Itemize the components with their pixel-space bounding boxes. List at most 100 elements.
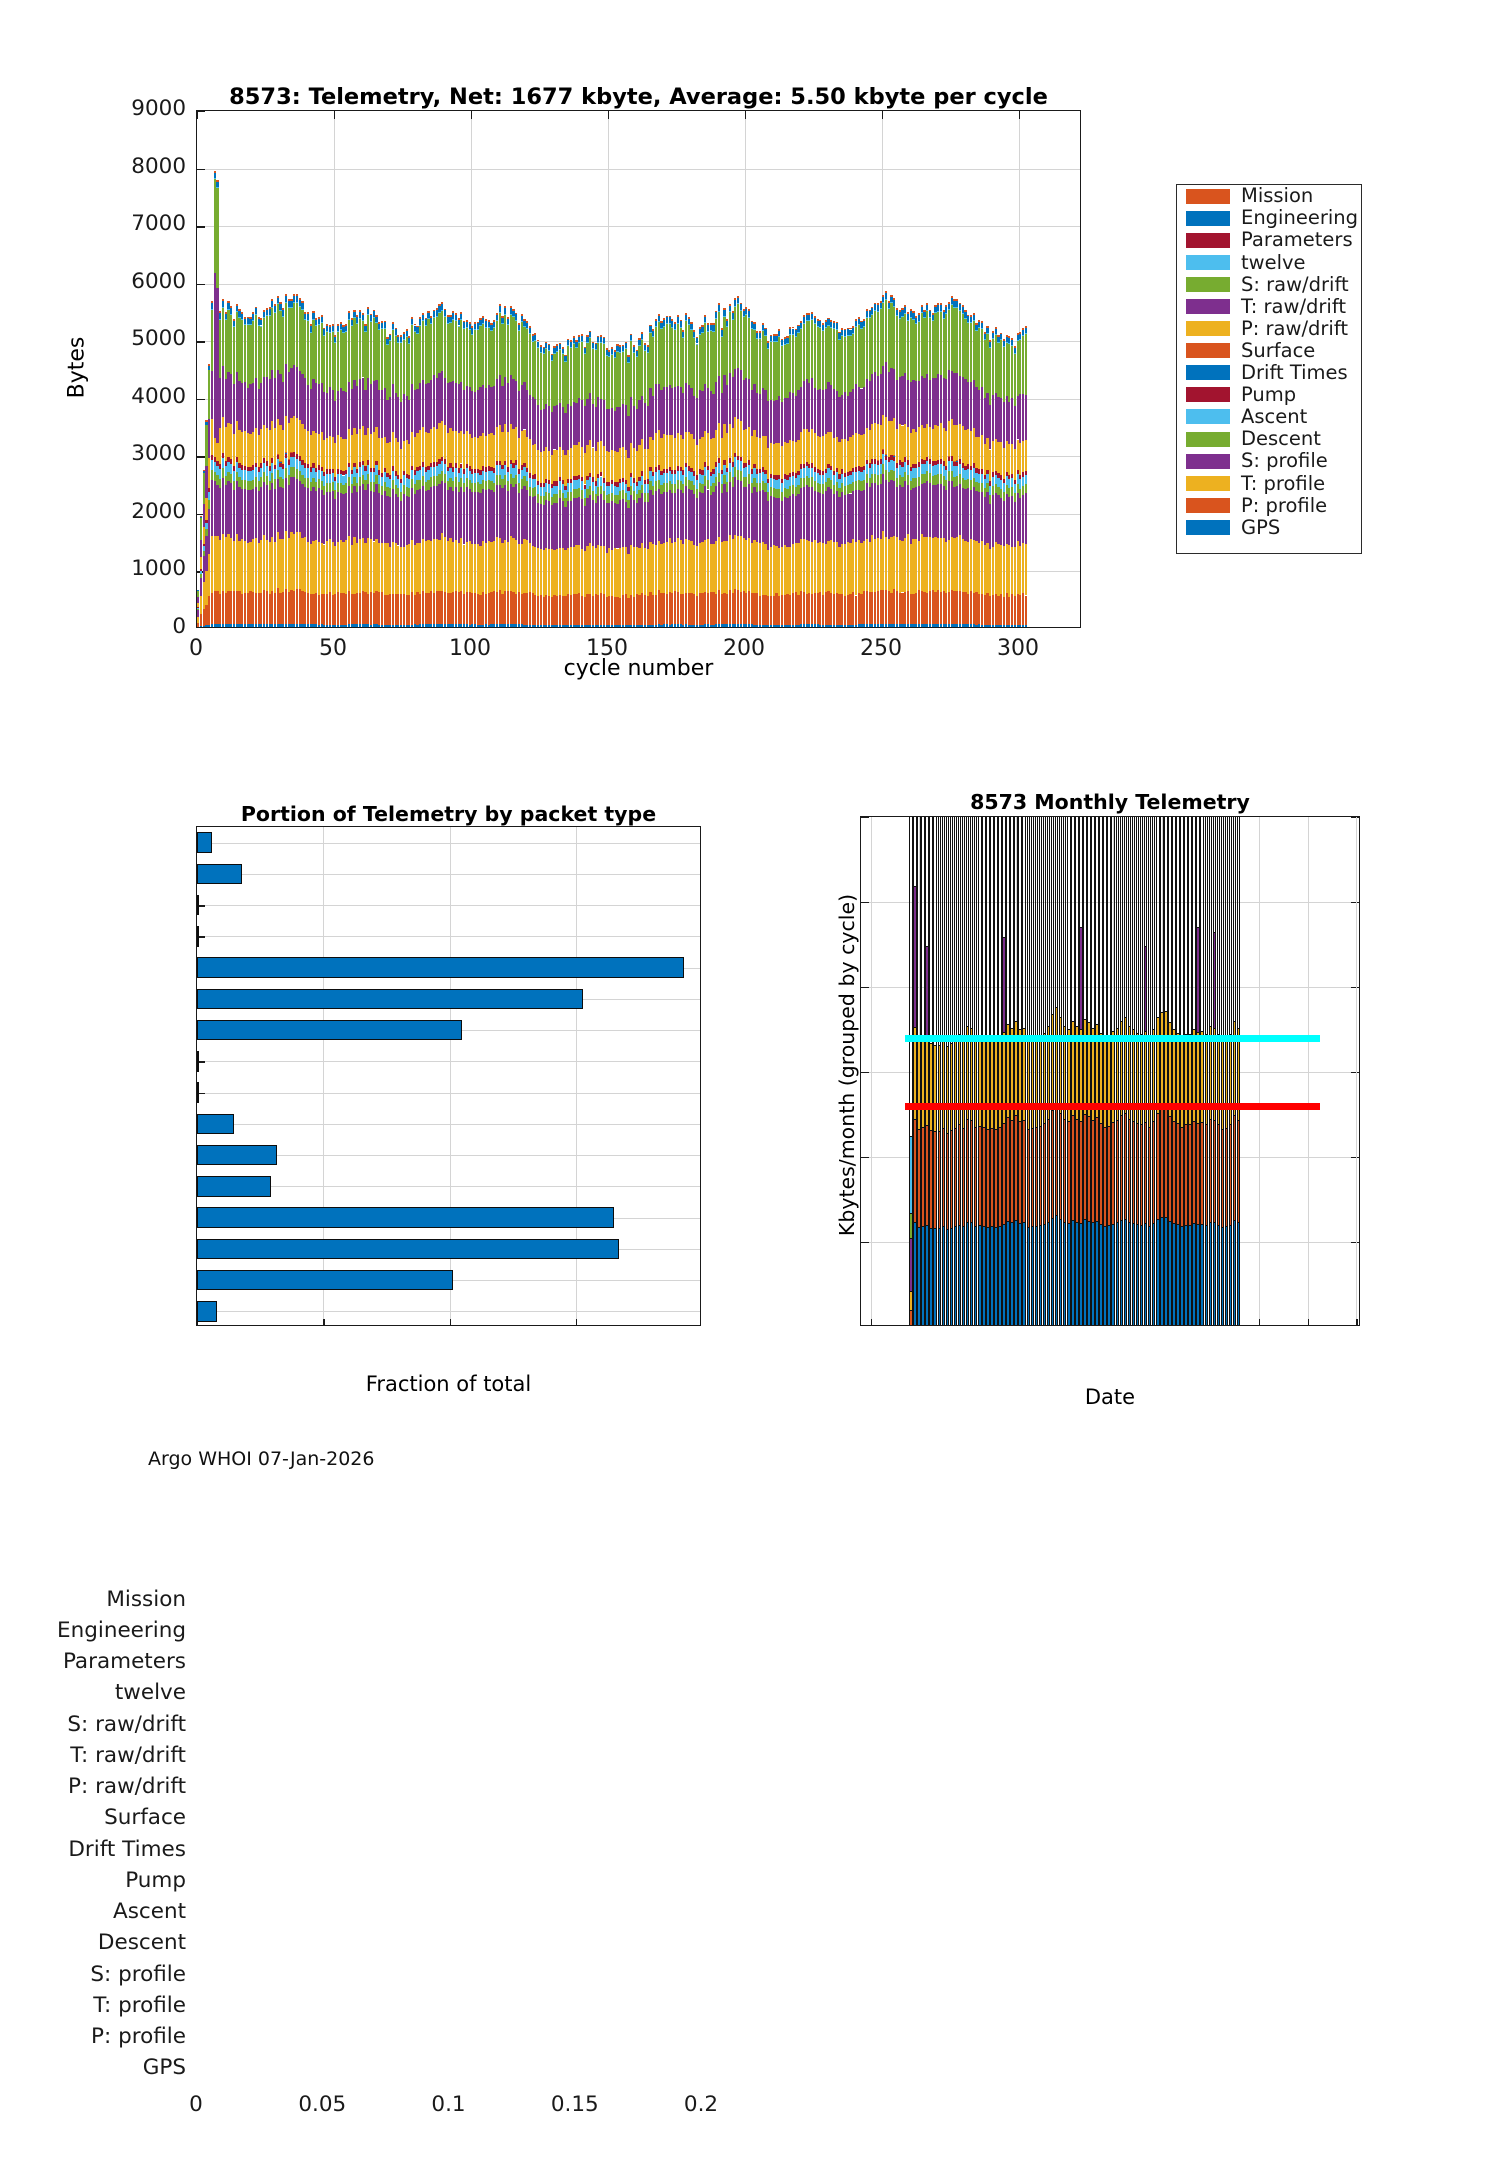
monthly-bar — [1075, 817, 1079, 1325]
gridline — [197, 874, 700, 875]
category-label: Parameters — [6, 1649, 186, 1674]
gridline — [197, 1311, 700, 1312]
monthly-stack-segment — [963, 1226, 965, 1325]
y-tick-right — [1351, 1242, 1359, 1243]
packet-type-bar — [197, 1239, 619, 1260]
y-tick-right — [1351, 1157, 1359, 1158]
legend-item-twelve[interactable]: twelve — [1177, 251, 1361, 273]
monthly-stack-segment — [1141, 1225, 1143, 1325]
legend-item-s-profile[interactable]: S: profile — [1177, 450, 1361, 472]
monthly-stack-segment — [1222, 1041, 1224, 1129]
legend-item-p-profile[interactable]: P: profile — [1177, 494, 1361, 516]
monthly-stack-segment — [930, 1130, 932, 1227]
legend-item-p-raw-drift[interactable]: P: raw/drift — [1177, 318, 1361, 340]
monthly-bar — [1180, 817, 1184, 1325]
monthly-bar — [1217, 817, 1221, 1325]
legend-item-ascent[interactable]: Ascent — [1177, 406, 1361, 428]
x-tick — [1259, 1319, 1260, 1326]
monthly-stack-segment — [959, 1225, 961, 1325]
legend-swatch-icon — [1186, 299, 1230, 314]
monthly-panel: 8573 Monthly Telemetry Kbytes/month (gro… — [760, 760, 1500, 1460]
category-label: Ascent — [6, 1899, 186, 1924]
monthly-stack-segment — [963, 1128, 965, 1227]
monthly-stack-segment — [1076, 1119, 1078, 1222]
monthly-spike-segment — [1080, 927, 1082, 1029]
monthly-stack-segment — [1185, 1124, 1187, 1224]
legend-item-t-profile[interactable]: T: profile — [1177, 472, 1361, 494]
monthly-stack-segment — [1206, 1124, 1208, 1224]
stack-segment — [1025, 625, 1027, 627]
legend-item-gps[interactable]: GPS — [1177, 516, 1361, 538]
monthly-stack-segment — [943, 1128, 945, 1227]
legend-label: Mission — [1241, 186, 1313, 206]
monthly-bar — [1144, 817, 1148, 1325]
monthly-stack-segment — [1104, 1127, 1106, 1226]
monthly-stack-segment — [979, 1225, 981, 1325]
monthly-stack-segment — [910, 1310, 912, 1325]
packet-type-bar — [197, 989, 583, 1010]
y-tick-label: 9000 — [100, 96, 186, 121]
monthly-stack-segment — [987, 1227, 989, 1325]
monthly-stack-segment — [959, 1124, 961, 1224]
legend-label: Pump — [1241, 385, 1296, 405]
legend-item-surface[interactable]: Surface — [1177, 340, 1361, 362]
monthly-bar — [933, 817, 937, 1325]
monthly-stack-segment — [1088, 1116, 1090, 1220]
y-tick — [861, 987, 869, 988]
monthly-bar — [1087, 817, 1091, 1325]
legend-item-engineering[interactable]: Engineering — [1177, 207, 1361, 229]
monthly-stack-segment — [934, 1131, 936, 1228]
monthly-bar — [1116, 817, 1120, 1325]
monthly-bar — [1192, 817, 1196, 1325]
x-tick-label: 50 — [288, 636, 378, 661]
legend-item-mission[interactable]: Mission — [1177, 185, 1361, 207]
monthly-stack-segment — [1218, 1225, 1220, 1325]
monthly-stack-segment — [999, 1038, 1001, 1127]
x-tick — [323, 1319, 324, 1326]
monthly-stack-segment — [1003, 1224, 1005, 1325]
category-label: S: raw/drift — [6, 1712, 186, 1737]
monthly-stack-segment — [951, 1130, 953, 1227]
monthly-bar — [1225, 817, 1229, 1325]
legend-item-t-raw-drift[interactable]: T: raw/drift — [1177, 295, 1361, 317]
cycle-telemetry-ylabel: Bytes — [65, 288, 90, 448]
monthly-stack-segment — [1019, 1223, 1021, 1325]
monthly-stack-segment — [1028, 1227, 1030, 1325]
legend-item-s-raw-drift[interactable]: S: raw/drift — [1177, 273, 1361, 295]
monthly-stack-segment — [1088, 1221, 1090, 1325]
x-tick — [1356, 1319, 1357, 1326]
monthly-stack-segment — [1040, 1036, 1042, 1126]
monthly-stack-segment — [1011, 1120, 1013, 1223]
monthly-stack-segment — [1028, 1129, 1030, 1227]
legend-item-drift-times[interactable]: Drift Times — [1177, 362, 1361, 384]
gridline — [1356, 817, 1357, 1325]
monthly-title: 8573 Monthly Telemetry — [860, 790, 1360, 814]
category-label: Pump — [6, 1868, 186, 1893]
y-tick — [861, 1072, 869, 1073]
monthly-stack-segment — [1044, 1123, 1046, 1224]
legend-item-parameters[interactable]: Parameters — [1177, 229, 1361, 251]
monthly-stack-segment — [1052, 1014, 1054, 1110]
monthly-stack-segment — [1161, 1012, 1163, 1109]
monthly-stack-segment — [1048, 1222, 1050, 1325]
monthly-stack-segment — [1201, 1122, 1203, 1223]
x-tick-label: 150 — [562, 636, 652, 661]
cycle-telemetry-axes — [196, 110, 1081, 628]
monthly-bar — [986, 817, 990, 1325]
stack-segment — [1025, 544, 1027, 596]
y-tick-right — [1351, 987, 1359, 988]
monthly-stack-segment — [926, 1225, 928, 1325]
monthly-stack-segment — [1044, 1033, 1046, 1124]
monthly-stack-segment — [1032, 1128, 1034, 1227]
monthly-stack-segment — [1189, 1225, 1191, 1325]
monthly-bar — [1095, 817, 1099, 1325]
monthly-stack-segment — [943, 1039, 945, 1128]
monthly-spike-segment — [1145, 946, 1147, 1031]
monthly-stack-segment — [1015, 1220, 1017, 1325]
legend-item-pump[interactable]: Pump — [1177, 384, 1361, 406]
y-tick — [861, 1242, 869, 1243]
stack-segment — [1025, 475, 1027, 484]
legend-item-descent[interactable]: Descent — [1177, 428, 1361, 450]
category-label: S: profile — [6, 1962, 186, 1987]
